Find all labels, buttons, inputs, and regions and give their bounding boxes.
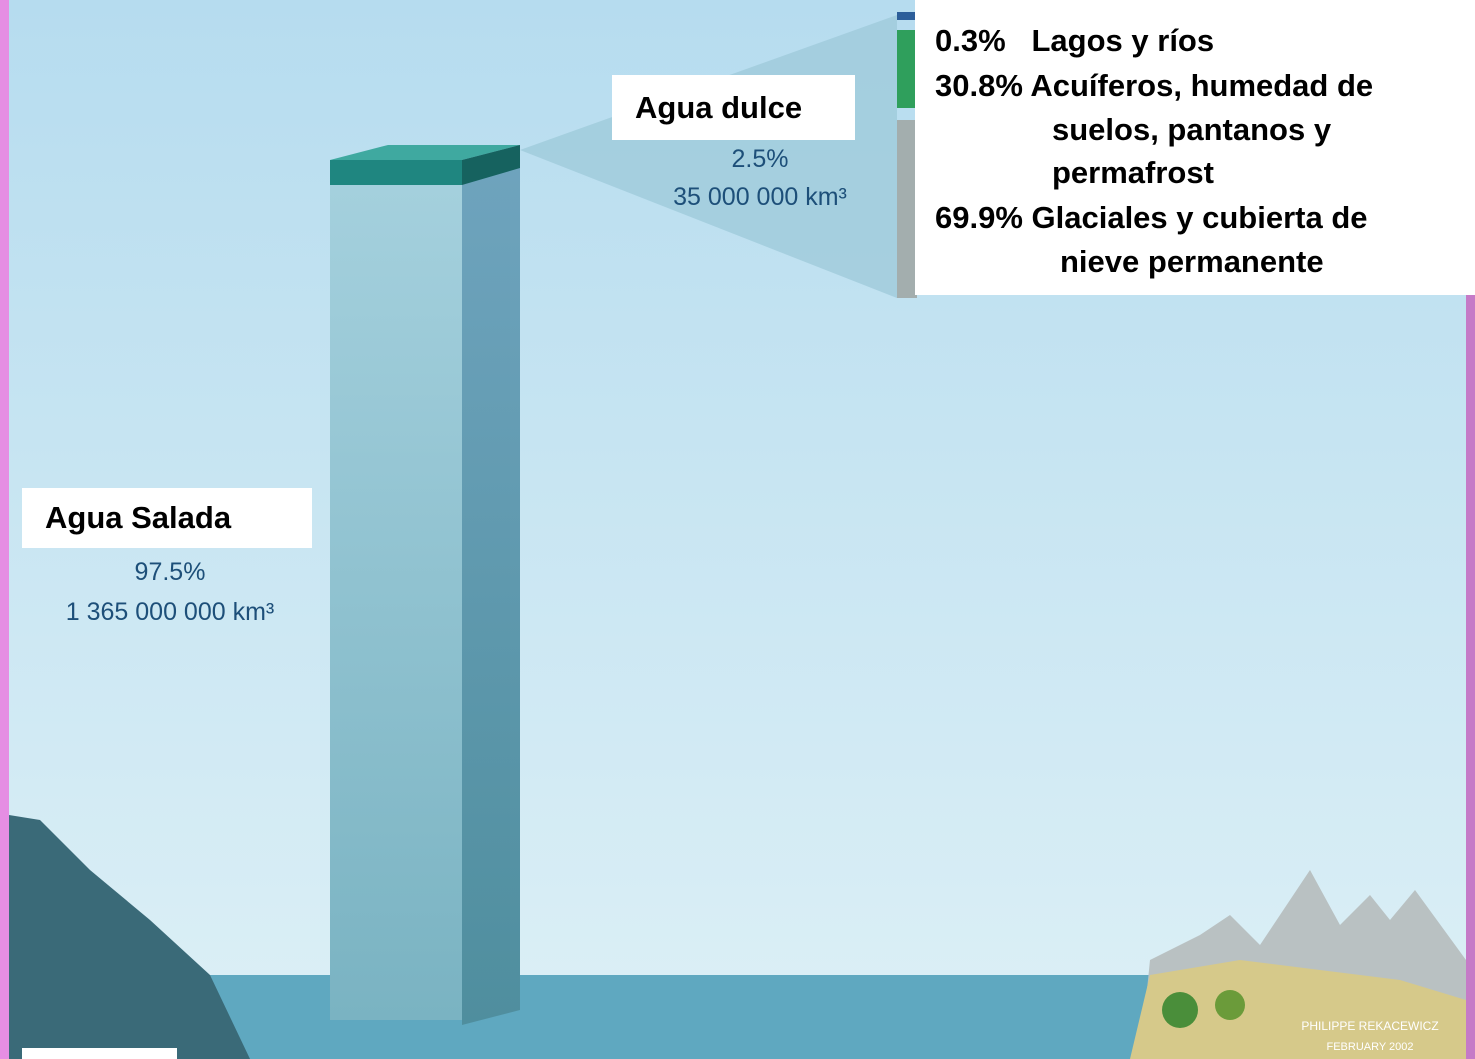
credit-date: FEBRUARY 2002 [1326,1041,1413,1053]
salt-volume: 1 365 000 000 km³ [66,598,274,626]
breakdown-line: nieve permanente [1060,244,1324,279]
label-box [22,488,312,548]
fresh-bar-ice [897,120,917,298]
left-mountain [9,815,250,1059]
fresh-percent: 2.5% [732,145,789,173]
column-top [330,145,520,160]
breakdown-line: 30.8% Acuíferos, humedad de [935,68,1373,103]
credit-author: PHILIPPE REKACEWICZ [1301,1019,1438,1033]
right-border [1466,290,1475,1059]
column-side [462,145,520,1025]
breakdown-box [915,0,1475,295]
fresh-bar-ground [897,30,917,108]
left-border [0,0,9,1059]
fresh-bar-lakes [897,12,917,20]
breakdown-line: permafrost [1052,155,1214,190]
corner-box [22,1048,177,1059]
column-front [330,185,462,1020]
breakdown-line: 0.3% Lagos y ríos [935,23,1214,58]
label-box [612,75,855,140]
column-top-front [330,160,462,185]
fresh-volume: 35 000 000 km³ [673,183,847,211]
column-top-side [462,145,520,185]
breakdown-line: suelos, pantanos y [1052,112,1332,147]
breakdown-line: 69.9% Glaciales y cubierta de [935,200,1368,235]
salt-percent: 97.5% [135,558,206,586]
tree [1162,992,1198,1028]
salt-label: Agua Salada [45,500,232,535]
fresh-label: Agua dulce [635,90,802,125]
tree [1215,990,1245,1020]
right-land [1130,960,1466,1059]
